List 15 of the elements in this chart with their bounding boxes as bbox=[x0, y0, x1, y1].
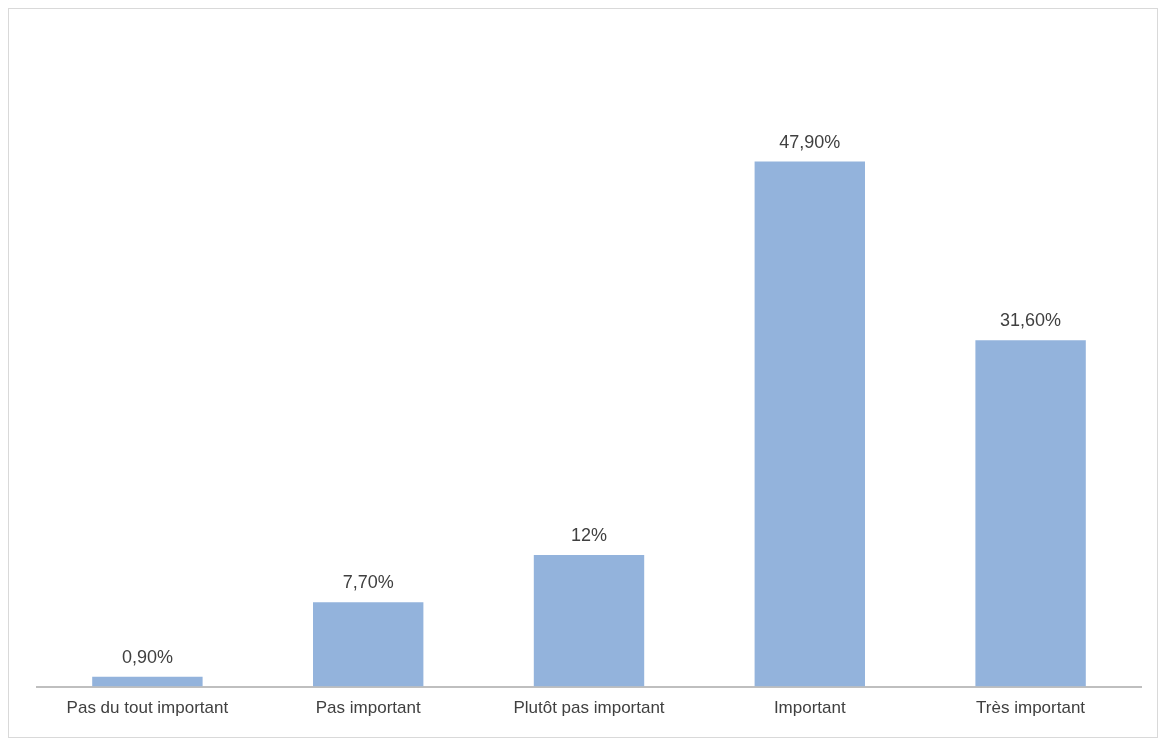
bar bbox=[533, 555, 645, 687]
data-label: 0,90% bbox=[121, 646, 173, 667]
x-tick-label: Pas important bbox=[315, 698, 421, 718]
x-tick-label: Plutôt pas important bbox=[513, 698, 665, 718]
x-tick-label: Important bbox=[773, 698, 846, 718]
data-label: 12% bbox=[570, 525, 608, 546]
bar bbox=[92, 676, 203, 687]
bar bbox=[754, 161, 865, 687]
bar bbox=[975, 340, 1086, 687]
data-label: 47,90% bbox=[779, 131, 841, 152]
x-tick-label: Pas du tout important bbox=[66, 698, 229, 718]
data-label: 7,70% bbox=[342, 572, 394, 593]
data-label: 31,60% bbox=[1000, 310, 1062, 331]
x-tick-label: Très important bbox=[976, 698, 1086, 718]
bar bbox=[313, 602, 424, 687]
